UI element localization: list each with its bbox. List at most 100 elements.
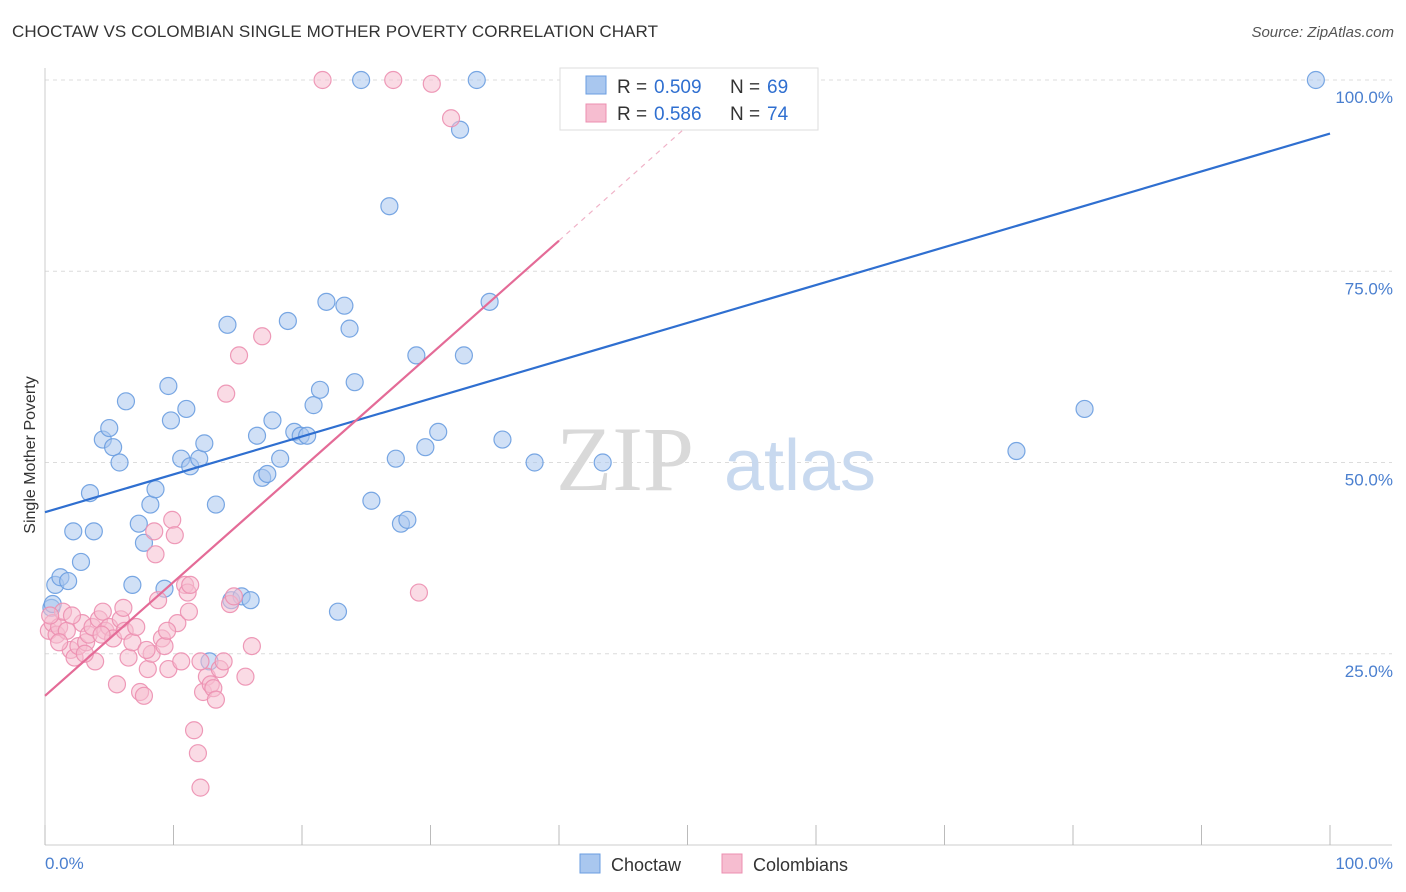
- point-colombians: [214, 652, 233, 671]
- point-choctaw: [116, 392, 136, 411]
- legend-label-colombians: Colombians: [753, 855, 848, 875]
- grid-lines: [45, 79, 1392, 655]
- point-choctaw: [71, 552, 91, 572]
- point-colombians: [165, 526, 184, 545]
- point-colombians: [163, 510, 182, 529]
- point-colombians: [206, 690, 226, 709]
- point-colombians: [253, 327, 272, 346]
- point-colombians: [107, 675, 127, 694]
- point-colombians: [155, 636, 174, 656]
- point-colombians: [184, 721, 204, 740]
- y-axis-title: Single Mother Poverty: [22, 376, 39, 533]
- y-tick-label: 50.0%: [1345, 471, 1393, 490]
- point-colombians: [50, 633, 69, 652]
- point-choctaw: [84, 522, 103, 541]
- point-colombians: [145, 522, 164, 541]
- point-colombians: [181, 575, 200, 595]
- point-colombians: [242, 636, 261, 656]
- point-colombians: [384, 70, 403, 90]
- legend-swatch-choctaw-bottom: [579, 853, 601, 874]
- watermark-zip: ZIP: [556, 408, 694, 510]
- trend-line-colombians: [44, 239, 560, 697]
- point-choctaw: [123, 575, 142, 595]
- point-colombians: [191, 652, 210, 671]
- x-tick-label: 0.0%: [45, 854, 84, 873]
- point-colombians: [134, 686, 154, 705]
- point-colombians: [191, 778, 210, 797]
- point-choctaw: [1007, 441, 1026, 461]
- point-colombians: [441, 109, 461, 128]
- trend-line-choctaw: [44, 132, 1331, 514]
- point-choctaw: [380, 197, 399, 216]
- point-colombians: [236, 667, 255, 686]
- point-colombians: [409, 583, 429, 602]
- chart-title: CHOCTAW VS COLOMBIAN SINGLE MOTHER POVER…: [12, 22, 659, 41]
- point-choctaw: [352, 70, 371, 90]
- point-colombians: [137, 640, 156, 660]
- point-choctaw: [159, 376, 178, 396]
- point-colombians: [188, 744, 208, 763]
- legend-n-label-2: N =: [730, 104, 760, 125]
- y-tick-label: 75.0%: [1345, 279, 1393, 298]
- legend-n-value-2: 74: [767, 104, 789, 125]
- stats-legend: R = 0.509 N = 69 R = 0.586 N = 74: [559, 67, 819, 131]
- point-choctaw: [593, 453, 612, 472]
- point-choctaw: [141, 495, 160, 514]
- legend-n-label-1: N =: [730, 77, 760, 98]
- legend-r-value-1: 0.509: [654, 77, 702, 98]
- point-colombians: [119, 648, 138, 667]
- point-colombians: [224, 587, 243, 606]
- point-colombians: [93, 602, 112, 621]
- legend-r-value-2: 0.586: [654, 104, 702, 125]
- point-choctaw: [317, 292, 336, 311]
- point-choctaw: [206, 495, 226, 514]
- point-colombians: [114, 598, 133, 617]
- point-choctaw: [195, 434, 214, 453]
- point-choctaw: [345, 373, 364, 392]
- point-choctaw: [328, 602, 348, 621]
- series-legend: Choctaw Colombians: [579, 853, 848, 875]
- point-choctaw: [104, 438, 123, 457]
- point-choctaw: [110, 453, 129, 472]
- point-choctaw: [177, 399, 196, 419]
- point-choctaw: [146, 480, 165, 499]
- tick-labels: 25.0% 50.0% 75.0% 100.0% 0.0% 100.0%: [45, 88, 1393, 873]
- point-choctaw: [362, 491, 381, 510]
- legend-label-choctaw: Choctaw: [611, 855, 682, 875]
- point-colombians: [172, 652, 191, 671]
- legend-swatch-choctaw: [585, 75, 607, 95]
- legend-swatch-colombians-bottom: [721, 853, 743, 874]
- point-choctaw: [64, 522, 83, 541]
- point-choctaw: [129, 514, 148, 533]
- point-choctaw: [161, 411, 181, 430]
- point-colombians: [127, 617, 146, 637]
- point-choctaw: [525, 453, 544, 472]
- point-choctaw: [416, 438, 435, 457]
- point-colombians: [92, 625, 111, 644]
- point-choctaw: [335, 296, 354, 315]
- legend-swatch-colombians: [585, 103, 607, 123]
- point-choctaw: [310, 380, 330, 399]
- point-choctaw: [241, 591, 260, 610]
- trend-line-extension-colombians: [558, 113, 701, 242]
- trend-lines: [44, 113, 1331, 697]
- point-choctaw: [100, 418, 119, 438]
- point-choctaw: [218, 315, 237, 334]
- point-colombians: [157, 621, 177, 640]
- legend-r-label-1: R =: [617, 77, 647, 98]
- point-choctaw: [59, 571, 78, 591]
- point-colombians: [41, 606, 60, 625]
- point-choctaw: [398, 510, 417, 529]
- watermark-atlas: atlas: [724, 426, 876, 506]
- x-tick-label: 100.0%: [1335, 854, 1393, 873]
- point-choctaw: [1306, 70, 1325, 90]
- source-label: Source: ZipAtlas.com: [1251, 24, 1394, 41]
- point-choctaw: [304, 396, 323, 415]
- legend-n-value-1: 69: [767, 77, 788, 98]
- watermark: ZIP atlas: [556, 408, 876, 510]
- point-choctaw: [258, 464, 277, 484]
- legend-r-label-2: R =: [617, 104, 647, 125]
- point-colombians: [179, 602, 199, 621]
- point-colombians: [422, 74, 441, 93]
